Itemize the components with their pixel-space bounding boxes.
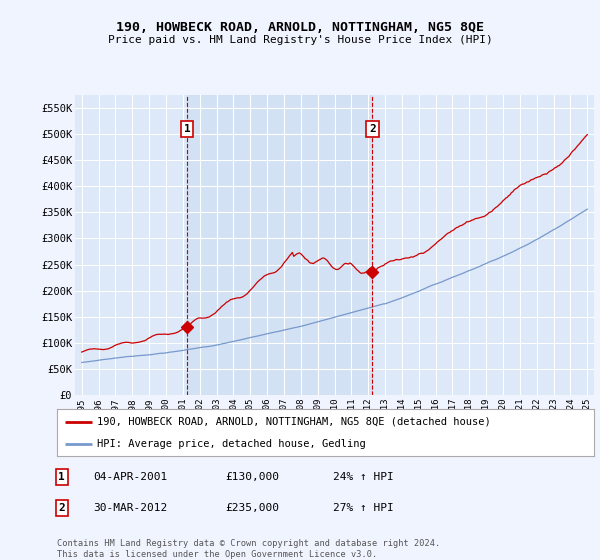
Text: Contains HM Land Registry data © Crown copyright and database right 2024.
This d: Contains HM Land Registry data © Crown c… xyxy=(57,539,440,559)
Text: 1: 1 xyxy=(184,124,190,134)
Text: 2: 2 xyxy=(369,124,376,134)
Text: £235,000: £235,000 xyxy=(225,503,279,513)
Text: 190, HOWBECK ROAD, ARNOLD, NOTTINGHAM, NG5 8QE (detached house): 190, HOWBECK ROAD, ARNOLD, NOTTINGHAM, N… xyxy=(97,417,491,427)
Text: Price paid vs. HM Land Registry's House Price Index (HPI): Price paid vs. HM Land Registry's House … xyxy=(107,35,493,45)
Text: £130,000: £130,000 xyxy=(225,472,279,482)
Text: 190, HOWBECK ROAD, ARNOLD, NOTTINGHAM, NG5 8QE: 190, HOWBECK ROAD, ARNOLD, NOTTINGHAM, N… xyxy=(116,21,484,34)
Text: 30-MAR-2012: 30-MAR-2012 xyxy=(93,503,167,513)
Text: 1: 1 xyxy=(58,472,65,482)
Text: 27% ↑ HPI: 27% ↑ HPI xyxy=(333,503,394,513)
Bar xyxy=(187,95,373,395)
Text: 04-APR-2001: 04-APR-2001 xyxy=(93,472,167,482)
Text: HPI: Average price, detached house, Gedling: HPI: Average price, detached house, Gedl… xyxy=(97,438,366,449)
Text: 2: 2 xyxy=(58,503,65,513)
Text: 24% ↑ HPI: 24% ↑ HPI xyxy=(333,472,394,482)
